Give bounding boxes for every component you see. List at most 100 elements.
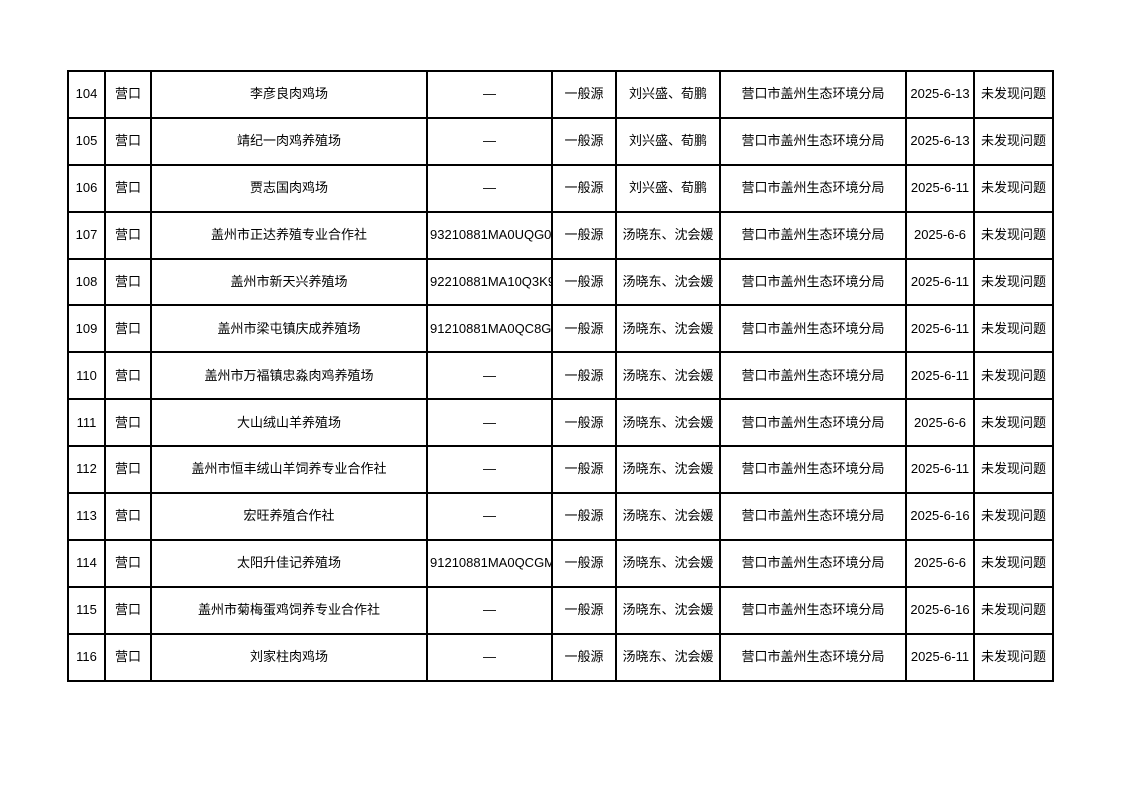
cell-inspectors: 刘兴盛、荀鹏 <box>615 116 721 166</box>
cell-inspection-result: 未发现问题 <box>973 304 1054 354</box>
cell-inspectors: 汤晓东、沈会媛 <box>615 632 721 682</box>
cell-farm-name: 靖纪一肉鸡养殖场 <box>150 116 428 166</box>
cell-farm-name: 贾志国肉鸡场 <box>150 163 428 213</box>
cell-inspection-date: 2025-6-11 <box>905 632 975 682</box>
table-row: 105 营口 靖纪一肉鸡养殖场 — 一般源 刘兴盛、荀鹏 营口市盖州生态环境分局… <box>67 116 1054 166</box>
table-row: 115 营口 盖州市菊梅蛋鸡饲养专业合作社 — 一般源 汤晓东、沈会媛 营口市盖… <box>67 585 1054 635</box>
cell-bureau: 营口市盖州生态环境分局 <box>719 304 907 354</box>
table-row: 113 营口 宏旺养殖合作社 — 一般源 汤晓东、沈会媛 营口市盖州生态环境分局… <box>67 492 1054 541</box>
table-row: 111 营口 大山绒山羊养殖场 — 一般源 汤晓东、沈会媛 营口市盖州生态环境分… <box>67 398 1054 448</box>
cell-inspection-date: 2025-6-6 <box>905 210 975 260</box>
cell-inspectors: 汤晓东、沈会媛 <box>615 398 721 448</box>
cell-row-number: 111 <box>67 398 106 448</box>
cell-inspectors: 汤晓东、沈会媛 <box>615 585 721 635</box>
cell-bureau: 营口市盖州生态环境分局 <box>719 70 907 119</box>
cell-row-number: 107 <box>67 210 106 260</box>
cell-source-type: 一般源 <box>551 116 617 166</box>
cell-farm-name: 盖州市正达养殖专业合作社 <box>150 210 428 260</box>
cell-city: 营口 <box>104 70 152 119</box>
cell-farm-name: 太阳升佳记养殖场 <box>150 538 428 588</box>
cell-city: 营口 <box>104 585 152 635</box>
cell-inspection-date: 2025-6-11 <box>905 445 975 495</box>
cell-bureau: 营口市盖州生态环境分局 <box>719 257 907 307</box>
cell-inspection-result: 未发现问题 <box>973 210 1054 260</box>
cell-city: 营口 <box>104 257 152 307</box>
cell-inspection-date: 2025-6-16 <box>905 492 975 541</box>
cell-row-number: 112 <box>67 445 106 495</box>
cell-bureau: 营口市盖州生态环境分局 <box>719 116 907 166</box>
cell-credit-code: — <box>426 585 553 635</box>
cell-inspectors: 汤晓东、沈会媛 <box>615 492 721 541</box>
cell-row-number: 114 <box>67 538 106 588</box>
cell-inspection-result: 未发现问题 <box>973 70 1054 119</box>
cell-inspection-date: 2025-6-11 <box>905 257 975 307</box>
cell-credit-code: — <box>426 70 553 119</box>
cell-inspectors: 汤晓东、沈会媛 <box>615 210 721 260</box>
cell-inspectors: 汤晓东、沈会媛 <box>615 304 721 354</box>
cell-credit-code: 91210881MA0QCGMH9Y <box>426 538 553 588</box>
cell-inspection-result: 未发现问题 <box>973 257 1054 307</box>
cell-credit-code: — <box>426 116 553 166</box>
cell-inspection-result: 未发现问题 <box>973 351 1054 401</box>
cell-inspection-date: 2025-6-13 <box>905 116 975 166</box>
table-row: 109 营口 盖州市梁屯镇庆成养殖场 91210881MA0QC8GH9Q 一般… <box>67 304 1054 354</box>
cell-inspection-date: 2025-6-11 <box>905 351 975 401</box>
cell-farm-name: 宏旺养殖合作社 <box>150 492 428 541</box>
cell-source-type: 一般源 <box>551 538 617 588</box>
inspection-table: 104 营口 李彦良肉鸡场 — 一般源 刘兴盛、荀鹏 营口市盖州生态环境分局 2… <box>67 70 1054 682</box>
cell-bureau: 营口市盖州生态环境分局 <box>719 351 907 401</box>
cell-credit-code: — <box>426 163 553 213</box>
cell-city: 营口 <box>104 398 152 448</box>
cell-inspection-result: 未发现问题 <box>973 398 1054 448</box>
cell-inspectors: 汤晓东、沈会媛 <box>615 351 721 401</box>
cell-city: 营口 <box>104 445 152 495</box>
cell-credit-code: — <box>426 492 553 541</box>
table-row: 112 营口 盖州市恒丰绒山羊饲养专业合作社 — 一般源 汤晓东、沈会媛 营口市… <box>67 445 1054 495</box>
table-row: 114 营口 太阳升佳记养殖场 91210881MA0QCGMH9Y 一般源 汤… <box>67 538 1054 588</box>
cell-farm-name: 盖州市万福镇忠淼肉鸡养殖场 <box>150 351 428 401</box>
table-row: 107 营口 盖州市正达养殖专业合作社 93210881MA0UQG0K3M 一… <box>67 210 1054 260</box>
cell-farm-name: 盖州市菊梅蛋鸡饲养专业合作社 <box>150 585 428 635</box>
cell-inspection-result: 未发现问题 <box>973 445 1054 495</box>
cell-row-number: 109 <box>67 304 106 354</box>
cell-credit-code: 91210881MA0QC8GH9Q <box>426 304 553 354</box>
cell-source-type: 一般源 <box>551 257 617 307</box>
cell-source-type: 一般源 <box>551 492 617 541</box>
cell-inspectors: 汤晓东、沈会媛 <box>615 445 721 495</box>
cell-inspection-result: 未发现问题 <box>973 632 1054 682</box>
cell-credit-code: — <box>426 445 553 495</box>
cell-row-number: 113 <box>67 492 106 541</box>
cell-farm-name: 盖州市新天兴养殖场 <box>150 257 428 307</box>
cell-row-number: 110 <box>67 351 106 401</box>
cell-bureau: 营口市盖州生态环境分局 <box>719 163 907 213</box>
cell-row-number: 108 <box>67 257 106 307</box>
cell-credit-code: 92210881MA10Q3K9XD <box>426 257 553 307</box>
table-row: 108 营口 盖州市新天兴养殖场 92210881MA10Q3K9XD 一般源 … <box>67 257 1054 307</box>
cell-inspectors: 汤晓东、沈会媛 <box>615 257 721 307</box>
cell-inspectors: 刘兴盛、荀鹏 <box>615 163 721 213</box>
cell-credit-code: — <box>426 351 553 401</box>
cell-farm-name: 盖州市梁屯镇庆成养殖场 <box>150 304 428 354</box>
cell-inspection-date: 2025-6-16 <box>905 585 975 635</box>
cell-bureau: 营口市盖州生态环境分局 <box>719 538 907 588</box>
cell-source-type: 一般源 <box>551 445 617 495</box>
cell-source-type: 一般源 <box>551 351 617 401</box>
cell-inspection-date: 2025-6-11 <box>905 304 975 354</box>
cell-credit-code: — <box>426 632 553 682</box>
cell-inspectors: 刘兴盛、荀鹏 <box>615 70 721 119</box>
cell-row-number: 105 <box>67 116 106 166</box>
cell-city: 营口 <box>104 163 152 213</box>
table-row: 116 营口 刘家柱肉鸡场 — 一般源 汤晓东、沈会媛 营口市盖州生态环境分局 … <box>67 632 1054 682</box>
cell-row-number: 106 <box>67 163 106 213</box>
cell-bureau: 营口市盖州生态环境分局 <box>719 398 907 448</box>
table-row: 104 营口 李彦良肉鸡场 — 一般源 刘兴盛、荀鹏 营口市盖州生态环境分局 2… <box>67 70 1054 119</box>
cell-inspection-date: 2025-6-6 <box>905 538 975 588</box>
cell-source-type: 一般源 <box>551 70 617 119</box>
cell-source-type: 一般源 <box>551 632 617 682</box>
cell-row-number: 115 <box>67 585 106 635</box>
cell-inspection-result: 未发现问题 <box>973 116 1054 166</box>
cell-bureau: 营口市盖州生态环境分局 <box>719 632 907 682</box>
cell-source-type: 一般源 <box>551 398 617 448</box>
cell-inspection-result: 未发现问题 <box>973 163 1054 213</box>
